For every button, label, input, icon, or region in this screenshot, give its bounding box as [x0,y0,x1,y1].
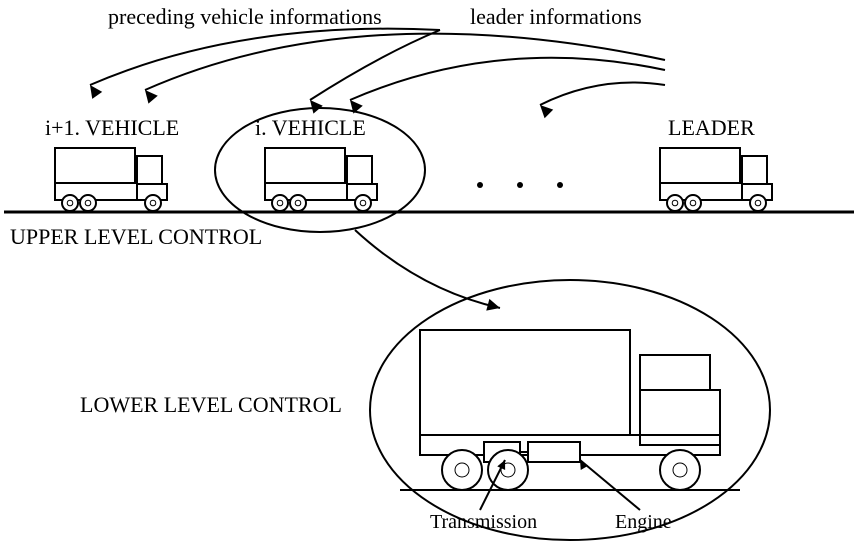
ellipsis-dot [517,182,523,188]
arrow-engine [580,460,640,510]
label-lower-level: LOWER LEVEL CONTROL [80,392,342,417]
label-leader: LEADER [668,115,755,140]
arrow-head [580,460,588,470]
ellipsis-dot [557,182,563,188]
arrow-head [145,90,158,104]
arrow-head [486,299,500,311]
label-vehicle-i: i. VEHICLE [255,115,366,140]
arrow-head [90,85,102,99]
detail-ellipse [370,280,770,540]
arrow-leader-to-i1 [145,34,665,90]
arrow-head [310,100,323,114]
truck-i [265,148,377,211]
truck-leader [660,148,772,211]
label-vehicle-i1: i+1. VEHICLE [45,115,179,140]
arrow-head [540,105,553,118]
engine-box [528,442,580,462]
label-upper-level: UPPER LEVEL CONTROL [10,224,262,249]
detail-truck [400,330,740,490]
label-preceding-info: preceding vehicle informations [108,4,382,29]
label-leader-info: leader informations [470,4,642,29]
arrow-leader-to-i [350,58,665,100]
arrow-preceding-to-i1 [90,29,440,85]
label-transmission: Transmission [430,511,537,533]
label-engine: Engine [615,511,672,533]
arrow-to-detail [355,230,500,308]
ellipsis-dot [477,182,483,188]
arrow-leader-to-dots [540,83,665,106]
truck-i1 [55,148,167,211]
